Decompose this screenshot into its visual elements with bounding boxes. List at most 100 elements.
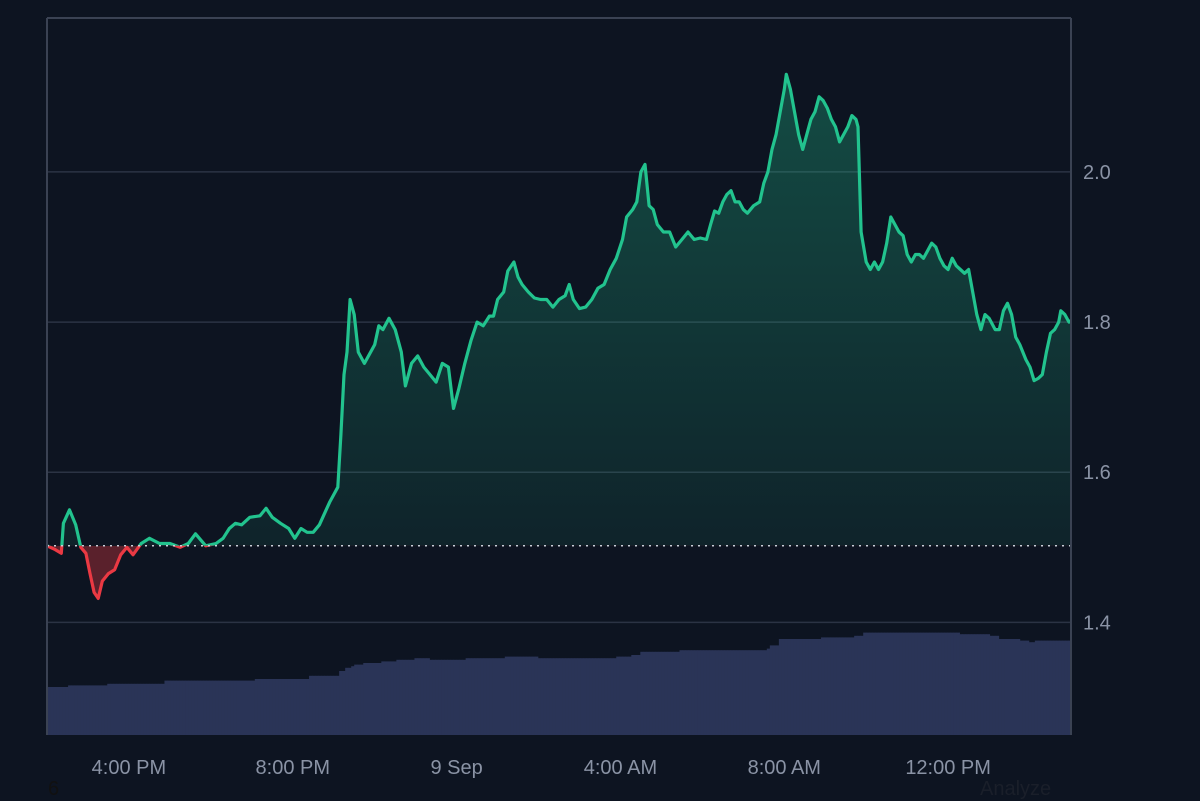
- volume-bar: [173, 680, 177, 735]
- volume-bar: [324, 675, 328, 735]
- x-tick-label: 8:00 AM: [748, 757, 821, 779]
- volume-bar: [306, 679, 310, 735]
- volume-bar: [384, 661, 388, 735]
- volume-bar: [426, 658, 430, 735]
- volume-bar: [339, 671, 343, 735]
- volume-bar: [327, 675, 331, 735]
- volume-bar: [176, 680, 180, 735]
- volume-bar: [137, 683, 141, 735]
- volume-bar: [1061, 640, 1066, 735]
- volume-bar: [83, 685, 87, 735]
- volume-bar: [775, 645, 780, 735]
- volume-bar: [480, 658, 485, 735]
- volume-bar: [206, 680, 211, 735]
- volume-bar: [980, 634, 985, 735]
- volume-bar: [793, 639, 798, 735]
- volume-bar: [498, 658, 503, 735]
- volume-bar: [757, 650, 762, 735]
- volume-bar: [95, 685, 99, 735]
- volume-bar: [751, 650, 756, 735]
- volume-bar: [643, 651, 647, 735]
- volume-bar: [414, 658, 418, 735]
- volume-bar: [706, 650, 710, 735]
- volume-bar: [676, 651, 680, 735]
- volume-bar: [197, 680, 201, 735]
- volume-bar: [950, 632, 954, 735]
- volume-bar: [769, 645, 774, 735]
- volume-bar: [333, 675, 337, 735]
- volume-bar: [745, 650, 750, 735]
- volume-bar: [983, 634, 988, 735]
- volume-bar: [992, 635, 997, 735]
- volume-bar: [754, 650, 759, 735]
- volume-bar: [366, 663, 370, 735]
- volume-bar: [589, 658, 593, 735]
- volume-bar: [836, 637, 840, 735]
- volume-bar: [986, 634, 991, 735]
- volume-bar: [610, 658, 614, 735]
- volume-bar: [718, 650, 723, 735]
- volume-bar: [438, 659, 442, 735]
- volume-bar: [1016, 639, 1021, 735]
- chart-frame: [46, 17, 1072, 735]
- volume-bar: [1004, 639, 1009, 735]
- volume-bar: [164, 680, 168, 735]
- analyze-link[interactable]: Analyze: [980, 778, 1052, 800]
- volume-bar: [351, 666, 355, 735]
- footer-left-text: 6: [48, 778, 60, 800]
- volume-bar: [857, 635, 861, 735]
- volume-bar: [429, 659, 433, 735]
- volume-bar: [221, 680, 226, 735]
- volume-bar: [552, 658, 557, 735]
- volume-bar: [586, 658, 590, 735]
- volume-bar: [549, 658, 554, 735]
- volume-bar: [275, 679, 280, 735]
- volume-bar: [218, 680, 223, 735]
- volume-bar: [1046, 640, 1051, 735]
- y-axis-labels: 1.4 1.6 1.8 2.0: [1083, 162, 1111, 634]
- volume-bar: [522, 656, 527, 735]
- volume-bar: [700, 650, 704, 735]
- volume-bar: [1028, 642, 1033, 735]
- volume-bar: [74, 685, 78, 735]
- volume-bar: [959, 634, 963, 735]
- volume-bar: [456, 659, 461, 735]
- volume-bar: [140, 683, 144, 735]
- volume-bar: [417, 658, 421, 735]
- volume-bar: [390, 661, 394, 735]
- volume-bar: [574, 658, 578, 735]
- volume-bar: [709, 650, 713, 735]
- volume-bar: [125, 683, 129, 735]
- volume-bar: [68, 685, 72, 735]
- volume-bar: [408, 659, 412, 735]
- volume-bar: [733, 650, 738, 735]
- volume-bar: [1013, 639, 1018, 735]
- x-tick-label: 9 Sep: [430, 757, 482, 779]
- volume-bar: [944, 632, 948, 735]
- volume-bar: [345, 667, 349, 735]
- volume-bar: [239, 680, 244, 735]
- volume-bar: [818, 639, 822, 735]
- volume-bar: [616, 656, 620, 735]
- volume-bar: [318, 675, 322, 735]
- volume-bar: [890, 632, 894, 735]
- volume-bar: [399, 659, 403, 735]
- volume-bar: [1043, 640, 1048, 735]
- volume-bar: [682, 650, 686, 735]
- volume-bar: [65, 687, 69, 735]
- volume-bar: [330, 675, 334, 735]
- volume-bar: [411, 659, 415, 735]
- volume-bars: [47, 632, 1072, 735]
- volume-bar: [435, 659, 439, 735]
- volume-bar: [543, 658, 548, 735]
- x-axis-labels: 4:00 PM 8:00 PM 9 Sep 4:00 AM 8:00 AM 12:00 P…: [92, 757, 991, 779]
- volume-bar: [92, 685, 96, 735]
- volume-bar: [357, 664, 361, 735]
- volume-bar: [781, 639, 786, 735]
- volume-bar: [923, 632, 927, 735]
- volume-bar: [492, 658, 497, 735]
- volume-bar: [315, 675, 319, 735]
- volume-bar: [116, 683, 120, 735]
- volume-bar: [881, 632, 885, 735]
